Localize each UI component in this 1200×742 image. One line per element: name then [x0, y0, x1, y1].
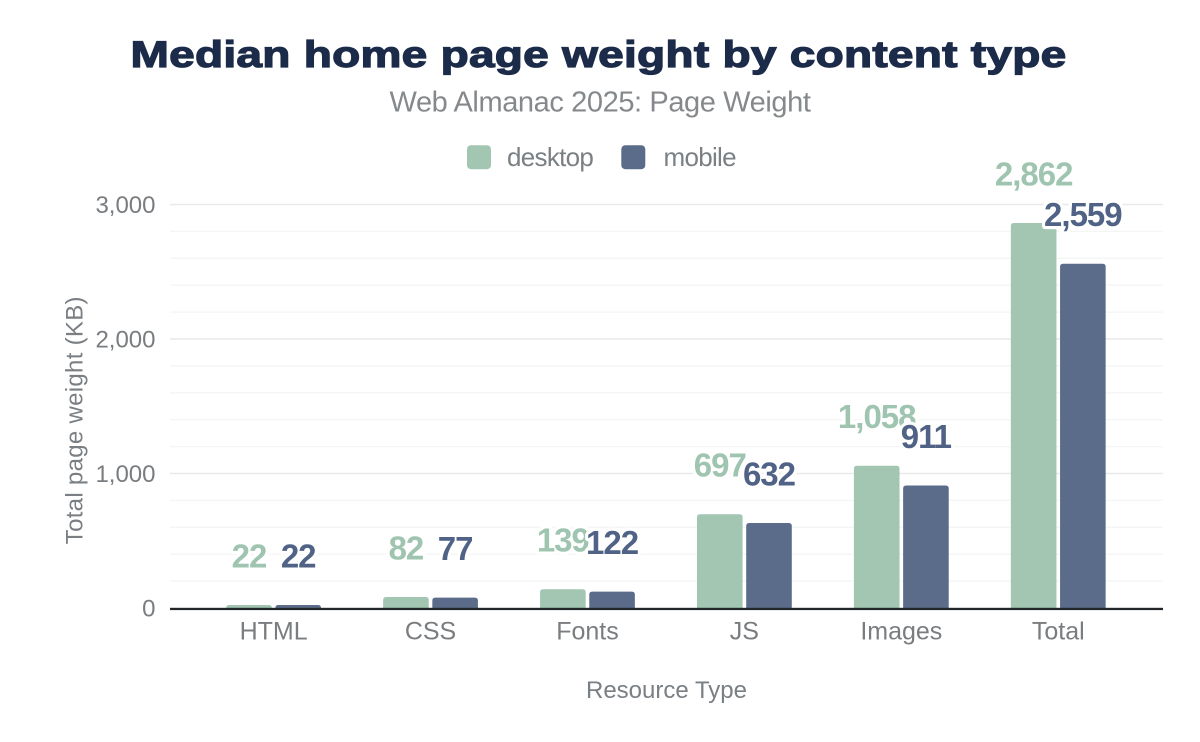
svg-text:2,559: 2,559: [1044, 196, 1122, 233]
svg-text:1,000: 1,000: [95, 461, 155, 488]
svg-text:122: 122: [586, 524, 639, 561]
svg-text:Total: Total: [1032, 618, 1085, 646]
svg-text:0: 0: [142, 596, 155, 623]
svg-text:2,000: 2,000: [95, 327, 155, 354]
svg-text:22: 22: [281, 537, 316, 574]
svg-text:Images: Images: [860, 618, 942, 646]
svg-text:3,000: 3,000: [95, 192, 155, 219]
svg-text:22: 22: [232, 537, 267, 574]
svg-text:mobile: mobile: [664, 142, 737, 172]
svg-text:82: 82: [389, 529, 424, 566]
svg-text:Fonts: Fonts: [556, 618, 619, 646]
svg-text:911: 911: [901, 418, 952, 455]
svg-text:Total page weight (KB): Total page weight (KB): [62, 296, 89, 544]
svg-text:Web Almanac 2025: Page Weight: Web Almanac 2025: Page Weight: [390, 86, 811, 118]
svg-text:JS: JS: [730, 618, 759, 646]
svg-text:Resource Type: Resource Type: [586, 677, 747, 704]
svg-text:139: 139: [537, 522, 590, 559]
svg-text:2,862: 2,862: [995, 155, 1073, 192]
svg-text:Median home page weight by con: Median home page weight by content type: [131, 33, 1067, 75]
svg-text:desktop: desktop: [507, 142, 593, 172]
svg-text:HTML: HTML: [240, 618, 308, 646]
svg-text:1,058: 1,058: [838, 398, 916, 435]
svg-text:CSS: CSS: [405, 618, 456, 646]
svg-text:632: 632: [743, 455, 796, 492]
svg-text:77: 77: [438, 530, 473, 567]
svg-text:697: 697: [694, 447, 746, 484]
